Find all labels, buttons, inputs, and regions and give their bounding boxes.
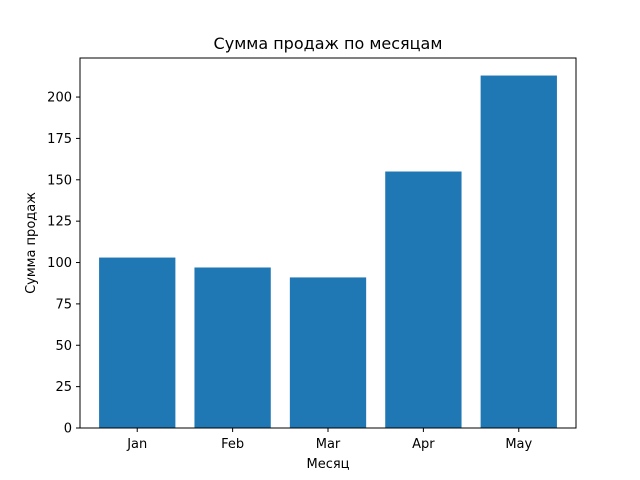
plot-frame: [79, 57, 577, 429]
y-tick-label: 100: [47, 256, 72, 271]
bar-mar: [289, 277, 367, 428]
y-tick-label: 50: [55, 339, 72, 354]
x-tick-label: Mar: [316, 437, 341, 452]
y-tick-label: 75: [55, 297, 72, 312]
x-tick-label: Feb: [221, 437, 244, 452]
x-tick-label: May: [505, 437, 532, 452]
bar-jan: [99, 257, 176, 428]
x-axis-label: Месяц: [306, 457, 349, 472]
chart-title: Сумма продаж по месяцам: [214, 34, 443, 53]
y-axis-ticks: 0 25 50 75 100 125 150 175 200: [47, 91, 80, 437]
bar-feb: [194, 267, 271, 428]
x-axis-ticks: Jan Feb Mar Apr May: [126, 428, 533, 452]
y-tick-label: 150: [47, 173, 72, 188]
y-tick-label: 125: [47, 215, 72, 230]
y-tick-label: 25: [55, 380, 72, 395]
y-tick-label: 0: [64, 422, 72, 437]
bar-may: [480, 75, 557, 428]
y-axis-label: Сумма продаж: [24, 192, 39, 294]
bar-apr: [385, 171, 462, 428]
y-tick-label: 175: [47, 132, 72, 147]
x-tick-label: Apr: [412, 437, 435, 452]
x-tick-label: Jan: [126, 437, 147, 452]
y-tick-label: 200: [47, 91, 72, 106]
bars-layer: [99, 75, 557, 428]
